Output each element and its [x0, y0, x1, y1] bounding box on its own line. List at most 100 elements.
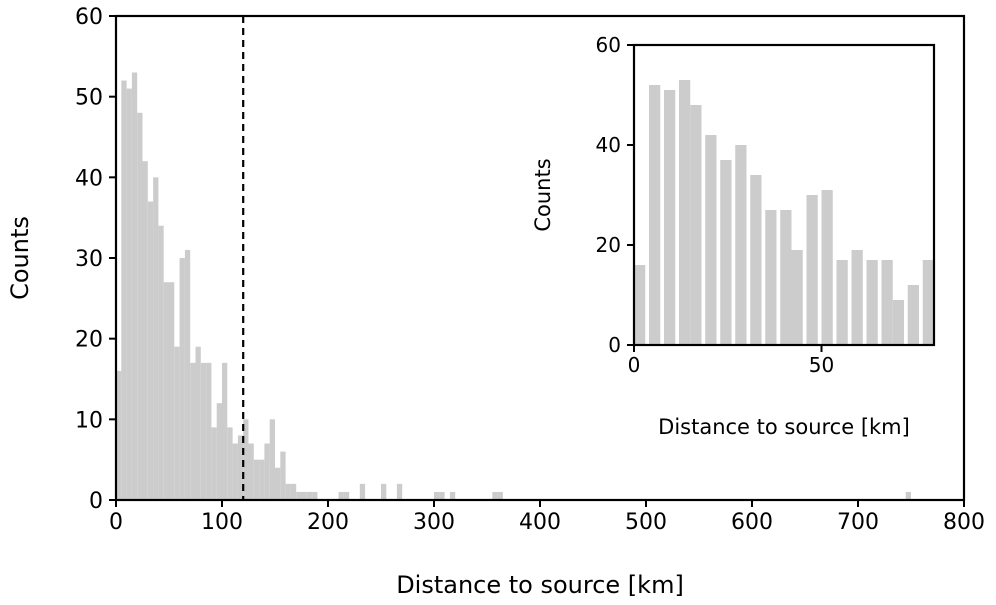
histogram-bar [126, 88, 132, 500]
main-y-axis-title: Counts [6, 216, 34, 300]
histogram-bar [836, 260, 848, 345]
histogram-bar [343, 491, 350, 500]
x-tick-label: 800 [943, 510, 985, 535]
inset-histogram: 0 50 0 20 40 60 Distance to source [km] Coun… [531, 33, 936, 439]
histogram-bar [232, 443, 238, 500]
histogram-bar [296, 491, 302, 500]
histogram-bar [664, 90, 676, 345]
histogram-bar [765, 210, 777, 345]
histogram-bar [396, 483, 403, 500]
y-tick-label: 20 [596, 233, 621, 257]
histogram-bar [121, 80, 127, 501]
histogram-bar [285, 483, 291, 500]
histogram-bar [301, 491, 307, 500]
histogram-bar [497, 491, 503, 500]
x-tick-label: 50 [809, 353, 834, 377]
histogram-bar [791, 250, 803, 345]
x-tick-label: 200 [307, 510, 349, 535]
histogram-bar [137, 112, 143, 501]
histogram-bar [147, 201, 154, 501]
histogram-bar [253, 459, 260, 500]
x-tick-label: 400 [519, 510, 561, 535]
histogram-bar [735, 145, 747, 345]
histogram-bar [211, 427, 217, 500]
histogram-bar [907, 285, 919, 345]
histogram-bar [312, 491, 318, 500]
histogram-bar [131, 72, 138, 500]
x-tick-label: 0 [109, 510, 123, 535]
inset-y-axis-ticks: 0 20 40 60 [596, 33, 634, 357]
histogram-bar [163, 282, 169, 500]
histogram-bar [195, 346, 201, 500]
histogram-bar [359, 483, 366, 500]
histogram-bar [158, 225, 164, 500]
histogram-bar [881, 260, 893, 345]
histogram-bar [439, 491, 445, 500]
histogram-bar [492, 491, 498, 500]
histogram-bar [237, 435, 244, 500]
y-tick-label: 0 [608, 333, 621, 357]
histogram-bar [750, 175, 762, 345]
inset-y-axis-title: Counts [531, 158, 555, 231]
y-tick-label: 0 [89, 489, 103, 514]
histogram-bar [705, 135, 717, 345]
histogram-bar [806, 195, 818, 345]
histogram-bar [306, 491, 313, 500]
histogram-bar [679, 80, 691, 345]
histogram-bar [243, 419, 249, 500]
y-tick-label: 40 [596, 133, 621, 157]
main-y-axis-ticks: 0 10 20 30 40 50 60 [75, 5, 116, 514]
histogram-bar [634, 265, 646, 345]
inset-x-axis-ticks: 0 50 [628, 345, 834, 377]
y-tick-label: 40 [75, 166, 103, 191]
histogram-bar [116, 370, 122, 500]
y-tick-label: 20 [75, 328, 103, 353]
histogram-bar [259, 459, 265, 500]
main-bars [116, 72, 911, 501]
x-tick-label: 300 [413, 510, 455, 535]
histogram-bar [780, 210, 792, 345]
histogram-bar [720, 160, 732, 345]
histogram-bar [434, 491, 440, 500]
histogram-bar [690, 105, 702, 345]
histogram-bar [142, 161, 148, 500]
main-x-axis-ticks: 0 100 200 300 400 500 600 700 800 [109, 500, 985, 535]
x-tick-label: 0 [628, 353, 641, 377]
histogram-bar [169, 282, 175, 500]
histogram-bar [153, 177, 159, 501]
x-tick-label: 600 [731, 510, 773, 535]
histogram-bar [248, 443, 254, 500]
histogram-bar [264, 443, 270, 500]
y-tick-label: 30 [75, 247, 103, 272]
inset-plot-frame [632, 43, 936, 347]
histogram-bar [275, 467, 281, 500]
histogram-bar [227, 427, 233, 500]
histogram-bar [174, 346, 180, 500]
histogram-bar [449, 491, 456, 500]
y-tick-label: 50 [75, 86, 103, 111]
histogram-bar [200, 362, 207, 500]
inset-bars [634, 80, 934, 345]
histogram-bar [206, 362, 212, 500]
histogram-bar [290, 483, 297, 500]
y-tick-label: 60 [75, 5, 103, 30]
histogram-bar [280, 451, 286, 500]
histogram-bar [649, 85, 661, 345]
histogram-bar [821, 190, 833, 345]
histogram-bar [216, 403, 222, 500]
histogram-bar [892, 300, 904, 345]
inset-x-axis-title: Distance to source [km] [658, 415, 910, 439]
histogram-bar [866, 260, 878, 345]
histogram-bar [922, 260, 934, 345]
histogram-bar [851, 250, 863, 345]
histogram-bar [222, 362, 228, 500]
main-x-axis-title: Distance to source [km] [396, 571, 684, 599]
histogram-bar [179, 258, 185, 500]
x-tick-label: 700 [837, 510, 879, 535]
x-tick-label: 100 [201, 510, 243, 535]
y-tick-label: 10 [75, 408, 103, 433]
histogram-bar [269, 419, 275, 500]
histogram-bar [184, 249, 191, 500]
histogram-bar [905, 491, 911, 500]
